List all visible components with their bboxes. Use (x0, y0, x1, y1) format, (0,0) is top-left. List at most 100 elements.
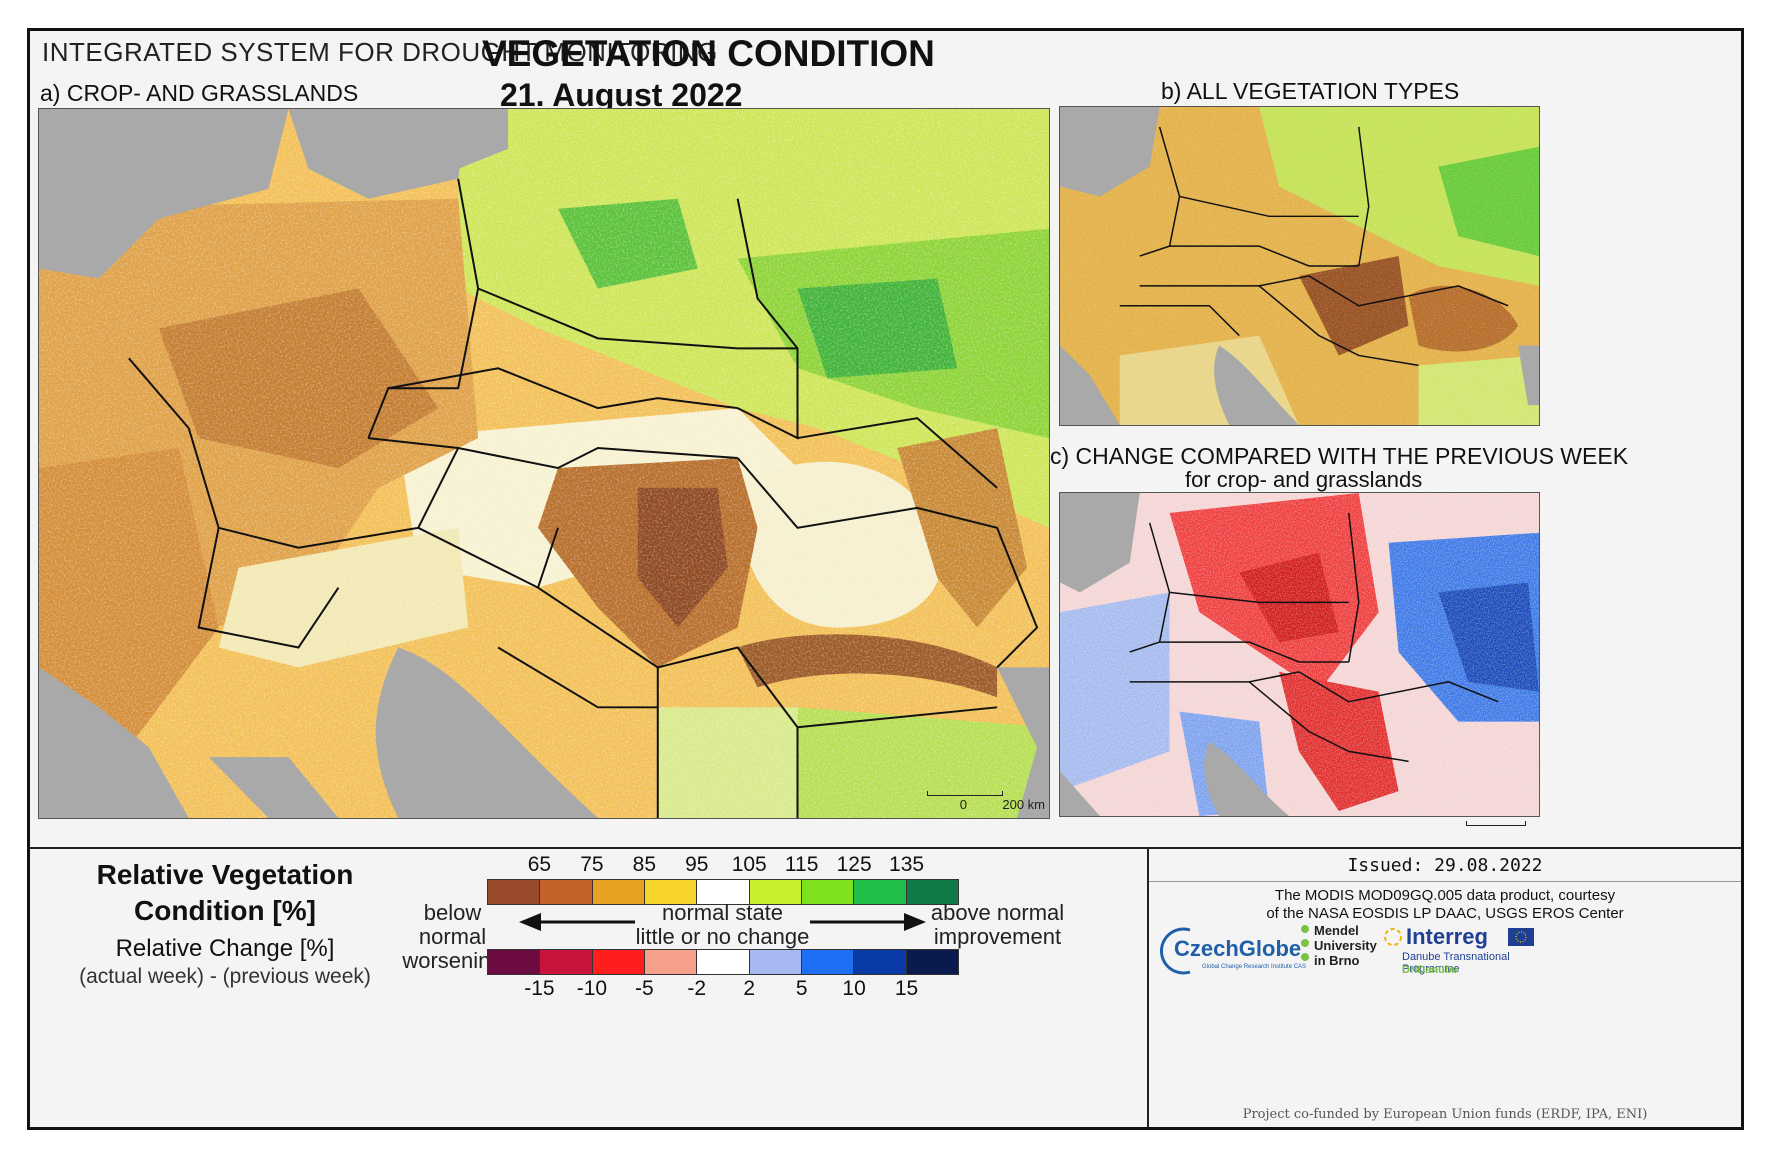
scale-bar-a (927, 791, 1003, 796)
sea-west-med (39, 667, 189, 818)
issued-separator (1149, 881, 1741, 882)
system-title: INTEGRATED SYSTEM FOR DROUGHT MONITORING (42, 37, 718, 67)
legend-rc-title: Relative Change [%] (115, 935, 335, 962)
rvc-swatch (488, 880, 541, 904)
rc-tick-label: 2 (743, 977, 756, 1000)
rc-swatch (488, 950, 541, 974)
eu-flag-icon (1508, 928, 1534, 946)
arrow-left-icon (519, 913, 635, 931)
credit-line1: The MODIS MOD09GQ.005 data product, cour… (1274, 887, 1616, 904)
dridanube-text: DriDanube (1402, 964, 1458, 976)
sea-north-b (1060, 107, 1160, 197)
rc-swatch (540, 950, 593, 974)
legend-above-normal: above normal improvement (930, 901, 1065, 949)
panel-c-label: c) CHANGE COMPARED WITH THE PREVIOUS WEE… (1050, 443, 1629, 469)
sea-baltic (438, 109, 509, 169)
map-a-svg (39, 109, 1049, 818)
rvc-colorbar (487, 879, 959, 905)
rvc-swatch (749, 880, 802, 904)
legend-separator (30, 847, 1741, 849)
rc-tick-label: -5 (634, 977, 654, 1000)
rvc-tick-label: 95 (685, 853, 709, 876)
map-b-svg (1060, 107, 1539, 425)
map-panel-b (1059, 106, 1540, 426)
rc-tick-label: -2 (687, 977, 707, 1000)
mendel-line2: University (1314, 938, 1377, 953)
main-title: VEGETATION CONDITION (482, 33, 935, 74)
mendel-logo: Mendel University in Brno (1298, 923, 1398, 983)
rc-tick-label: 10 (842, 977, 866, 1000)
czechglobe-subtext: Global Change Research Institute CAS (1202, 964, 1307, 970)
interreg-swirl-icon (1384, 928, 1402, 946)
worsening-text: worsening (402, 948, 503, 973)
rc-tick-label: 15 (894, 977, 919, 1000)
pixel-speckle (39, 109, 1049, 818)
scale-bar-c (1466, 821, 1526, 826)
above-normal-text: above normal (930, 900, 1065, 925)
mendel-dots-icon (1301, 925, 1309, 961)
rvc-tick-label: 85 (632, 853, 657, 876)
legend-rvc-title-line1: Relative Vegetation (96, 859, 354, 890)
rc-swatch (592, 950, 645, 974)
interreg-subtext: Danube Transnational Programme (1402, 951, 1510, 975)
cofunded-text: Project co-funded by European Union fund… (1242, 1107, 1648, 1122)
rvc-tick-label: 65 (527, 853, 552, 876)
legend-below-normal: below normal worsening (390, 901, 515, 973)
rvc-tick-label: 105 (731, 853, 767, 876)
sea-north-c (1060, 493, 1140, 593)
sea-black-b (1518, 345, 1539, 406)
rvc-swatch (801, 880, 855, 904)
rc-swatch (644, 950, 698, 974)
improvement-text: improvement (933, 924, 1062, 949)
country-borders-c (1129, 512, 1499, 763)
mendel-line3: in Brno (1314, 953, 1360, 968)
sea-tyrrhenian (208, 757, 339, 818)
sea-west-b (1060, 345, 1120, 425)
credits-separator (1147, 849, 1149, 1127)
legend-rc-subtitle: (actual week) - (previous week) (79, 965, 371, 988)
scale-a-text: 200 km (1002, 797, 1045, 812)
below-normal-text: below normal (418, 900, 487, 949)
rvc-tick-label: 75 (580, 853, 604, 876)
country-borders (128, 178, 1039, 818)
rvc-swatch (592, 880, 645, 904)
sea-west-c (1060, 771, 1100, 816)
rc-tick-label: -10 (576, 977, 608, 1000)
panel-c-sublabel: for crop- and grasslands (1185, 467, 1423, 492)
legend-rvc-title: Relative Vegetation Condition [%] (90, 857, 360, 929)
map-c-svg (1060, 493, 1539, 816)
sea-adriatic-b (1214, 345, 1300, 425)
issued-date: Issued: 29.08.2022 (1347, 855, 1543, 876)
rc-colorbar (487, 949, 959, 975)
rvc-tick-label: 115 (784, 853, 819, 876)
legend-rvc-title-line2: Condition [%] (134, 895, 316, 926)
map-panel-a: 0 200 km (38, 108, 1050, 819)
rc-tick-label: 5 (795, 977, 808, 1000)
figure-frame: INTEGRATED SYSTEM FOR DROUGHT MONITORING… (27, 28, 1744, 1130)
mendel-text: Mendel University in Brno (1314, 923, 1377, 968)
rvc-tick-label: 125 (836, 853, 872, 876)
sea-baltic-west (288, 109, 469, 199)
sea-north (39, 109, 289, 279)
little-change-text: little or no change (635, 924, 810, 949)
interreg-logo: Interreg Danube Transnational Programme … (1382, 924, 1542, 979)
czechglobe-logo: CzechGlobe Global Change Research Instit… (1160, 926, 1310, 976)
country-borders-b (1119, 126, 1509, 367)
czechglobe-arc-icon (1160, 927, 1191, 975)
pixel-speckle-c (1060, 493, 1539, 816)
rvc-swatch (540, 880, 593, 904)
normal-state-text: normal state (661, 900, 784, 925)
map-date: 21. August 2022 (500, 77, 743, 113)
sea-adriatic (375, 647, 598, 818)
rc-swatch (749, 950, 802, 974)
sea-black (997, 667, 1049, 818)
czechglobe-text: CzechGlobe (1174, 936, 1302, 961)
rvc-swatch (697, 880, 750, 904)
rc-swatch (854, 950, 907, 974)
rc-swatch (801, 950, 855, 974)
rvc-swatch (644, 880, 698, 904)
rvc-swatch (906, 880, 958, 904)
sea-adriatic-c (1204, 741, 1290, 816)
rc-tick-label: -15 (524, 977, 555, 1000)
